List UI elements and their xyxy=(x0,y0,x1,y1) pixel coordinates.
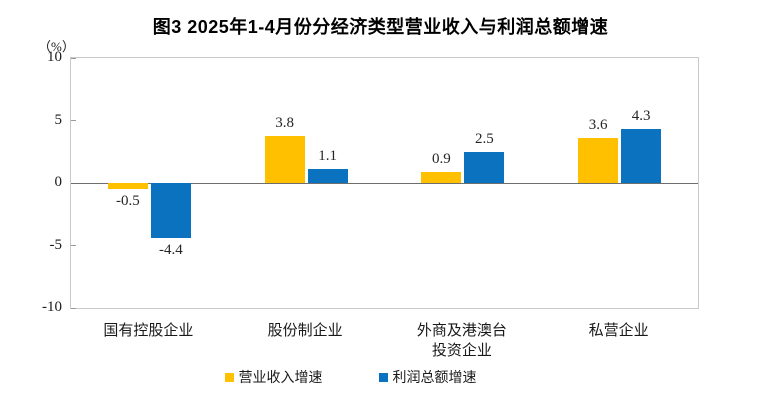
bar-value-label: 3.8 xyxy=(275,114,294,131)
y-tick-mark xyxy=(71,57,76,59)
y-tick-label: -10 xyxy=(42,299,62,315)
bar-revenue-growth xyxy=(107,183,148,190)
bar-value-label: 0.9 xyxy=(432,150,451,167)
bar-profit-growth xyxy=(464,151,505,183)
legend-swatch-icon xyxy=(224,372,234,382)
x-category-label: 股份制企业 xyxy=(267,323,343,339)
x-category-label: 国有控股企业 xyxy=(103,323,194,339)
y-tick-label: 5 xyxy=(54,111,63,128)
x-axis: 国有控股企业 股份制企业 外商及港澳台 投资企业 私营企业 xyxy=(0,321,761,365)
legend-item: 利润总额增速 xyxy=(378,367,477,387)
y-tick-label: 0 xyxy=(54,174,63,190)
bar-revenue-growth xyxy=(264,135,305,183)
bar-value-label: -4.4 xyxy=(159,242,183,258)
bar-revenue-growth xyxy=(421,171,462,183)
plot-area: -0.5 -4.4 3.8 1.1 0.9 2.5 3.6 4.3 xyxy=(70,57,699,309)
bar-value-label: 1.1 xyxy=(318,148,337,165)
bar-value-label: -0.5 xyxy=(116,193,140,210)
zero-axis-line xyxy=(71,183,698,184)
bar-profit-growth xyxy=(150,183,191,238)
y-tick-mark xyxy=(71,245,76,246)
chart-title: 图3 2025年1-4月份分经济类型营业收入与利润总额增速 xyxy=(152,17,609,37)
legend-label: 营业收入增速 xyxy=(238,371,323,386)
bar-profit-growth xyxy=(307,169,348,183)
legend-swatch-icon xyxy=(378,372,388,382)
legend-label: 利润总额增速 xyxy=(392,371,477,386)
y-tick-mark xyxy=(71,120,76,121)
x-category-label: 外商及港澳台 投资企业 xyxy=(416,323,507,359)
bar-value-label: 3.6 xyxy=(588,117,608,133)
bar-revenue-growth xyxy=(578,138,619,183)
x-category-label: 私营企业 xyxy=(588,323,649,339)
bar-value-label: 4.3 xyxy=(631,108,651,125)
y-tick-label: 10 xyxy=(47,49,62,65)
y-axis-unit-label: （%） xyxy=(38,39,75,54)
bar-value-label: 2.5 xyxy=(475,130,494,147)
legend-item: 营业收入增速 xyxy=(224,367,323,387)
y-tick-mark xyxy=(71,307,76,309)
bar-profit-growth xyxy=(621,129,662,183)
y-tick-label: -5 xyxy=(49,236,63,253)
legend: 营业收入增速 利润总额增速 xyxy=(0,367,731,387)
